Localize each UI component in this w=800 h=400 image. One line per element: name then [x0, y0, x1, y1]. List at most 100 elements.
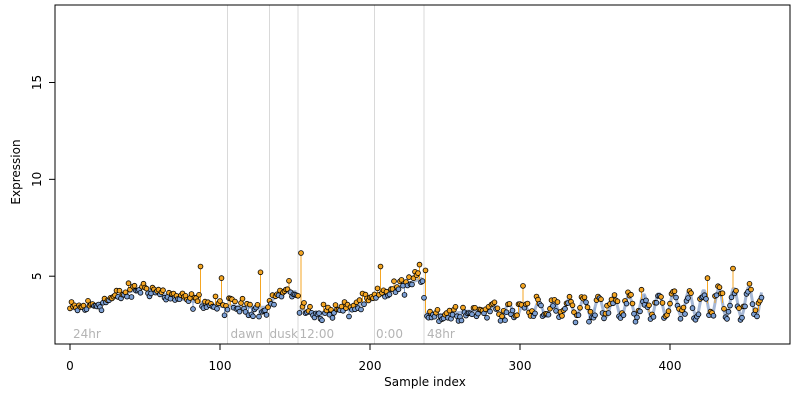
data-point	[575, 312, 582, 318]
data-point	[509, 307, 516, 314]
data-point	[419, 278, 426, 284]
data-point	[247, 301, 253, 308]
data-point	[601, 315, 607, 322]
data-point	[286, 277, 292, 284]
region-label: 12:00	[300, 327, 335, 341]
data-point	[409, 281, 415, 288]
data-point	[524, 300, 531, 307]
data-point	[749, 301, 756, 307]
region-label: 48hr	[427, 327, 455, 341]
data-point	[643, 297, 649, 304]
data-point	[415, 270, 421, 276]
data-point	[446, 307, 453, 314]
data-point	[562, 305, 568, 312]
data-point	[377, 263, 384, 270]
data-point	[307, 303, 313, 310]
data-point	[296, 310, 303, 316]
x-axis: 0 100 200 300 400	[66, 343, 682, 373]
x-tick-label: 400	[659, 359, 682, 373]
x-tick-label: 300	[509, 359, 532, 373]
region-label: dusk	[270, 327, 298, 341]
data-point	[695, 311, 702, 318]
data-point	[497, 317, 504, 324]
data-point	[124, 293, 130, 300]
data-point	[221, 312, 228, 319]
data-point	[689, 305, 696, 311]
data-point	[629, 300, 636, 307]
data-point	[688, 290, 694, 296]
data-point	[671, 288, 678, 295]
data-point	[358, 306, 364, 313]
data-point	[748, 286, 754, 293]
data-point	[295, 292, 301, 299]
data-point	[716, 284, 723, 291]
data-point	[257, 269, 264, 276]
data-point	[254, 301, 261, 308]
data-point	[584, 304, 591, 311]
data-point	[167, 295, 174, 302]
data-point	[577, 304, 583, 311]
data-point	[83, 306, 90, 313]
x-tick-label: 0	[66, 359, 74, 373]
data-point	[538, 302, 544, 309]
region-label: dawn	[231, 327, 263, 341]
data-point	[758, 294, 765, 301]
data-point	[263, 312, 270, 318]
data-point	[218, 275, 225, 281]
data-point	[658, 294, 664, 300]
data-point	[449, 311, 456, 318]
data-point	[188, 291, 195, 297]
data-point	[160, 287, 166, 294]
data-point	[98, 307, 105, 314]
data-point	[605, 310, 612, 316]
data-point	[386, 291, 393, 298]
y-tick-label: 10	[30, 172, 44, 187]
data-point	[572, 319, 579, 326]
region-labels: 24hr dawn dusk 12:00 0:00 48hr	[73, 327, 455, 341]
data-point	[559, 313, 565, 319]
data-point	[532, 310, 538, 317]
data-point	[212, 293, 219, 300]
data-point	[704, 275, 711, 281]
data-point	[514, 312, 520, 319]
data-point	[401, 292, 408, 298]
data-point	[703, 296, 709, 302]
data-point	[271, 301, 277, 308]
data-point	[653, 299, 660, 306]
y-axis-title: Expression	[9, 139, 23, 204]
data-point	[452, 303, 459, 310]
data-point	[458, 317, 465, 324]
data-point	[667, 300, 673, 307]
data-point	[487, 308, 493, 315]
data-point	[395, 286, 402, 293]
data-point	[733, 287, 739, 294]
data-point	[422, 267, 429, 274]
data-point	[545, 311, 552, 318]
data-point	[361, 301, 367, 308]
data-point	[503, 309, 510, 316]
data-point	[116, 287, 123, 294]
data-point	[217, 298, 223, 304]
data-point	[298, 250, 304, 256]
data-point	[239, 295, 246, 302]
data-point	[638, 286, 645, 293]
data-point	[586, 318, 592, 325]
data-point	[721, 305, 727, 312]
data-point	[502, 317, 508, 324]
data-point	[416, 261, 423, 268]
data-point	[319, 317, 325, 324]
data-point	[566, 293, 573, 300]
data-point	[356, 297, 363, 303]
data-point	[346, 313, 352, 320]
data-point	[224, 306, 231, 313]
data-point	[194, 298, 201, 305]
data-point	[434, 306, 441, 313]
data-point	[592, 312, 598, 319]
data-point	[143, 285, 150, 292]
data-point	[724, 316, 730, 322]
data-point	[242, 309, 249, 315]
data-point	[569, 302, 576, 309]
x-tick-label: 100	[209, 359, 232, 373]
